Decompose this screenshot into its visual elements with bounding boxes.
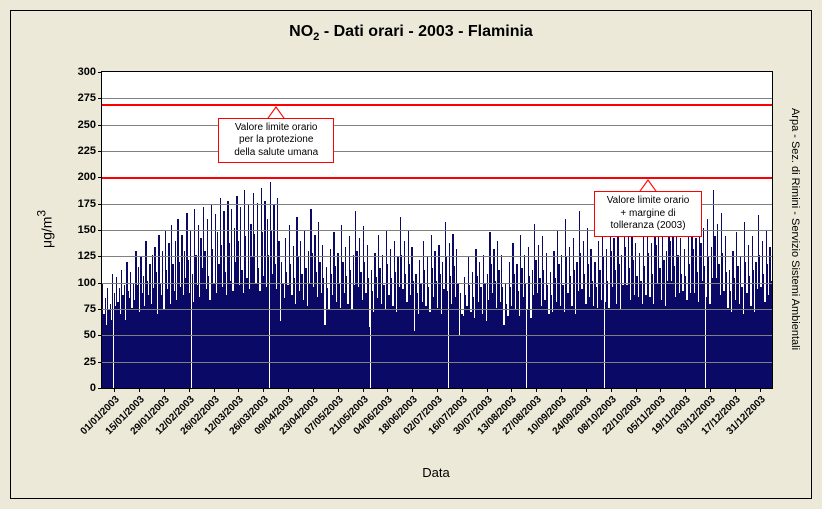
ytick-label: 100 [78, 277, 96, 289]
ytick-label: 225 [78, 145, 96, 157]
ytick-label: 0 [90, 382, 96, 394]
gridline-y [102, 256, 772, 257]
ytick-label: 200 [78, 171, 96, 183]
ytick-label: 25 [84, 356, 96, 368]
plot-area: 0255075100125150175200225250275300Valore… [101, 71, 773, 389]
ytick-label: 300 [78, 66, 96, 78]
gridline-y [102, 98, 772, 99]
chart-frame: NO2 - Dati orari - 2003 - Flaminia μg/m3… [10, 10, 812, 499]
limit-line [102, 104, 772, 106]
ytick-label: 75 [84, 303, 96, 315]
callout-box: Valore limite orarioper la protezionedel… [218, 118, 334, 164]
limit-line [102, 177, 772, 179]
gridline-y [102, 335, 772, 336]
data-bar [771, 281, 772, 388]
gridline-y [102, 309, 772, 310]
ytick-label: 275 [78, 92, 96, 104]
chart-title: NO2 - Dati orari - 2003 - Flaminia [11, 23, 811, 43]
ytick-label: 150 [78, 224, 96, 236]
ytick-label: 250 [78, 119, 96, 131]
y-axis-label: μg/m3 [36, 210, 55, 248]
gridline-y [102, 151, 772, 152]
ytick-label: 50 [84, 329, 96, 341]
gridline-y [102, 362, 772, 363]
ytick-label: 175 [78, 198, 96, 210]
gridline-y [102, 283, 772, 284]
x-axis-label: Data [101, 465, 771, 480]
ytick-label: 125 [78, 250, 96, 262]
callout-box: Valore limite orario+ margine ditolleran… [594, 191, 702, 237]
side-attribution: Arpa - Sez. di Rimini - Servizio Sistemi… [789, 108, 801, 350]
gridline-y [102, 125, 772, 126]
